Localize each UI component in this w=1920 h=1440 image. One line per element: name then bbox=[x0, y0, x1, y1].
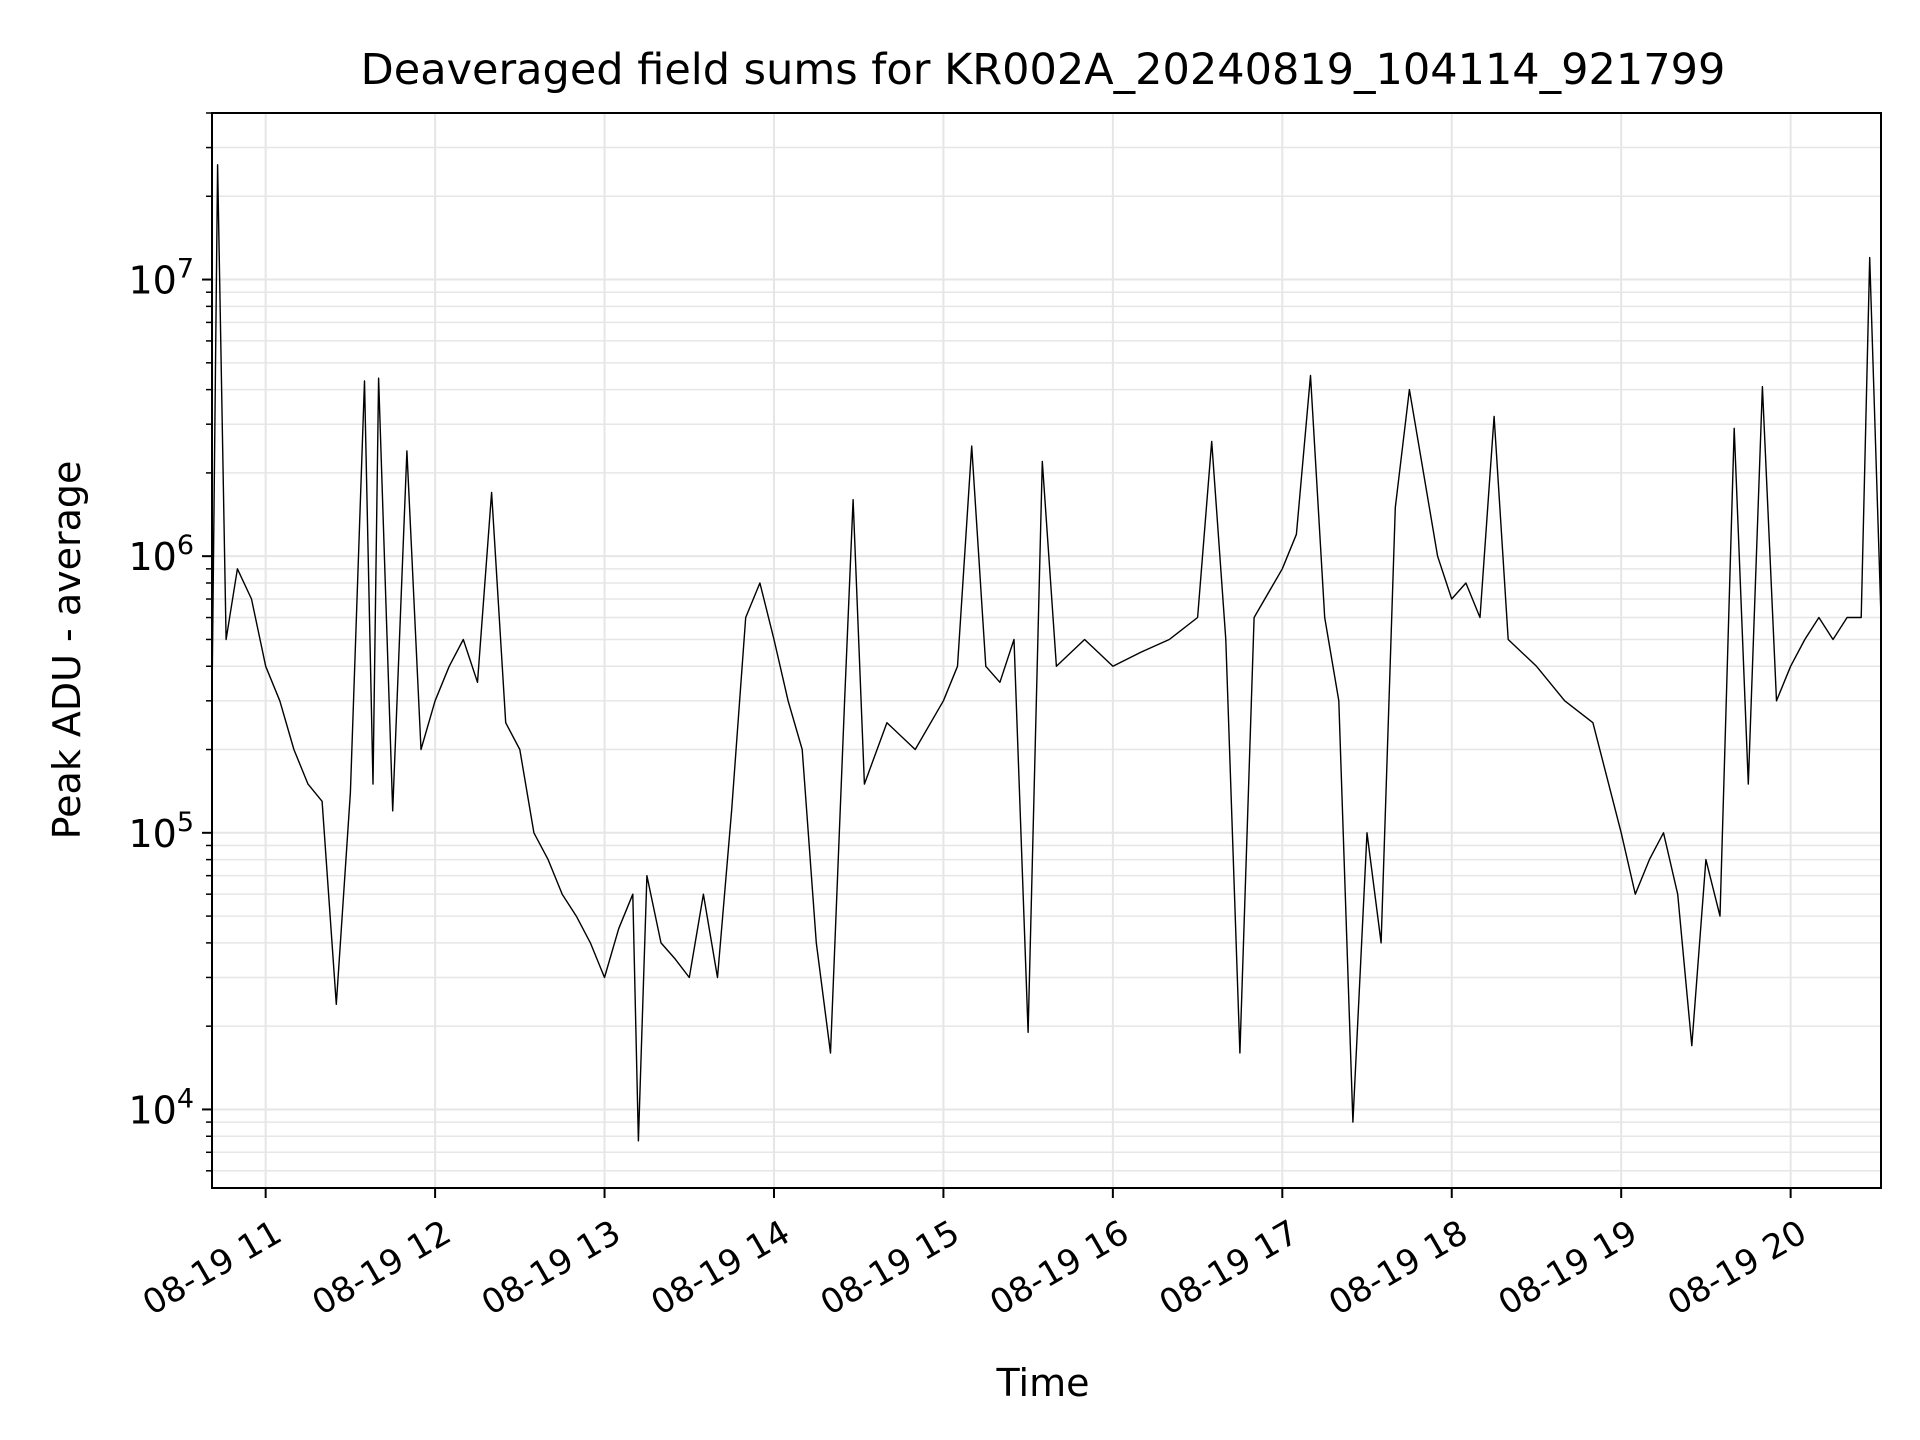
x-tick-label: 08-19 11 bbox=[136, 1213, 288, 1324]
x-tick-label: 08-19 13 bbox=[475, 1213, 627, 1324]
x-tick-label: 08-19 19 bbox=[1492, 1213, 1644, 1324]
x-tick-label: 08-19 14 bbox=[644, 1213, 796, 1324]
plot-area-frame bbox=[211, 112, 1882, 1189]
y-tick-label: 107 bbox=[128, 254, 194, 303]
y-tick-label: 104 bbox=[128, 1083, 194, 1132]
x-tick-label: 08-19 16 bbox=[983, 1213, 1135, 1324]
x-tick-label: 08-19 18 bbox=[1322, 1213, 1474, 1324]
x-tick-label: 08-19 12 bbox=[306, 1213, 458, 1324]
y-tick-label: 105 bbox=[128, 807, 194, 856]
y-tick-label: 106 bbox=[128, 530, 194, 579]
y-axis: 104 105 106 107 bbox=[128, 112, 212, 1172]
series-line bbox=[211, 164, 1882, 1142]
series-layer bbox=[211, 164, 1882, 1142]
x-tick-label: 08-19 15 bbox=[814, 1213, 966, 1324]
x-tick-label: 08-19 20 bbox=[1661, 1213, 1813, 1324]
grid bbox=[212, 112, 1881, 1188]
y-axis-label: Peak ADU - average bbox=[45, 461, 89, 840]
x-tick-label: 08-19 17 bbox=[1153, 1213, 1305, 1324]
x-axis: 08-19 11 08-19 12 08-19 13 08-19 14 08-19 15… bbox=[136, 1188, 1814, 1324]
x-axis-label: Time bbox=[996, 1361, 1090, 1405]
chart-title: Deaveraged field sums for KR002A_2024081… bbox=[361, 45, 1726, 95]
